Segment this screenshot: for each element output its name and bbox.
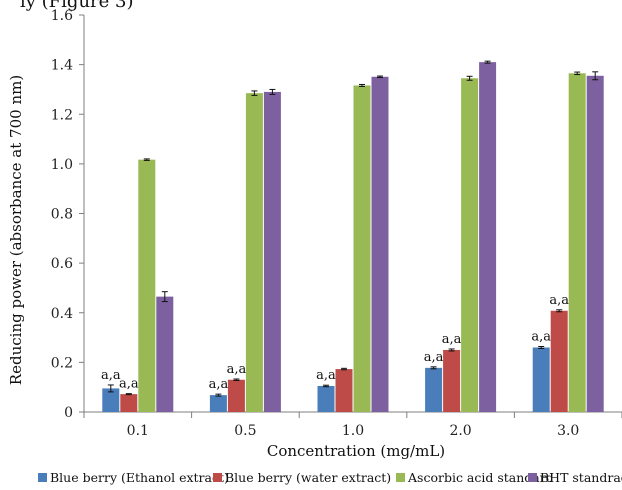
bars: a,aa,a a,aa,a a,aa,aa,a a,aa,a [101, 60, 604, 413]
header-fragment: ly (Figure 3) [20, 0, 133, 12]
significance-label: a,a [424, 350, 444, 365]
significance-label: a,a [442, 332, 462, 347]
bar [245, 93, 263, 413]
bar [263, 91, 281, 412]
y-tick-label: 0.2 [51, 355, 73, 371]
y-tick-label: 1.6 [51, 8, 73, 24]
legend-swatch [38, 473, 47, 482]
x-axis: 0.1 0.5 1.0 2.0 3.0 [83, 411, 622, 439]
bar [425, 367, 443, 412]
y-tick-label: 0.6 [51, 256, 73, 272]
bar [156, 296, 174, 412]
legend-swatch [528, 473, 537, 482]
significance-label: a,a [119, 377, 139, 392]
y-tick-label: 1.4 [51, 58, 73, 74]
significance-label: a,a [316, 368, 336, 383]
bar [371, 76, 389, 412]
y-axis: 0 0.2 0.4 0.6 0.8 1.0 1.2 1.4 1.6 [51, 8, 85, 421]
legend-label: BHT standrad [540, 470, 622, 485]
significance-label: a,a [549, 293, 569, 308]
y-tick-label: 0.8 [51, 207, 73, 223]
legend: Blue berry (Ethanol extract)Blue berry (… [38, 470, 622, 485]
bar [120, 394, 138, 412]
bar [461, 78, 479, 412]
bar [532, 347, 550, 412]
bar [138, 159, 156, 412]
y-tick-label: 1.0 [51, 157, 73, 173]
legend-label: Blue berry (Ethanol extract) [50, 470, 229, 485]
legend-swatch [396, 473, 405, 482]
x-tick-label: 3.0 [557, 423, 579, 439]
y-tick-label: 0 [64, 405, 73, 421]
bar [586, 75, 604, 413]
x-tick-label: 0.1 [127, 423, 149, 439]
bar [102, 388, 120, 412]
y-axis-title: Reducing power (absorbance at 700 nm) [7, 75, 25, 385]
bar [443, 349, 461, 412]
x-tick-label: 1.0 [342, 423, 364, 439]
bar [209, 395, 227, 412]
significance-label: a,a [101, 368, 121, 383]
legend-swatch [213, 473, 222, 482]
y-tick-label: 1.2 [51, 107, 73, 123]
bar [335, 369, 353, 412]
bar [353, 85, 371, 412]
x-tick-label: 0.5 [234, 423, 256, 439]
bar [317, 385, 335, 412]
y-tick-label: 0.4 [51, 306, 73, 322]
bar [227, 379, 245, 412]
x-axis-title: Concentration (mg/mL) [267, 442, 445, 460]
x-tick-label: 2.0 [449, 423, 471, 439]
significance-label: a,a [531, 329, 551, 344]
bar [479, 62, 497, 413]
legend-label: Ascorbic acid standard [407, 470, 554, 485]
legend-label: Blue berry (water extract) [225, 470, 391, 485]
bar [550, 310, 568, 412]
significance-label: a,a [209, 377, 229, 392]
significance-label: a,a [227, 362, 247, 377]
bar [568, 73, 586, 412]
